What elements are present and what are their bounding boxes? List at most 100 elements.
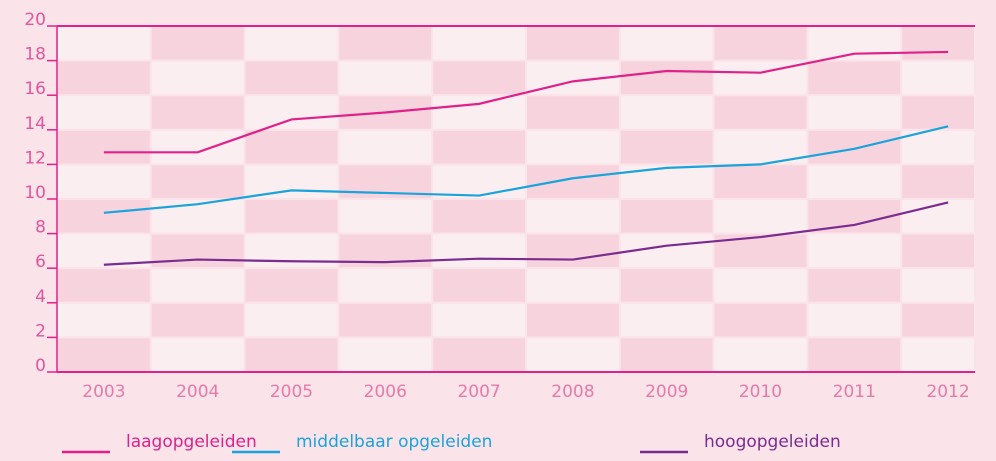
grid-cell — [527, 234, 619, 268]
grid-cell — [714, 27, 807, 60]
grid-cell — [620, 96, 713, 129]
grid-cell — [245, 338, 338, 371]
grid-cell — [339, 61, 432, 95]
grid-cell — [433, 338, 525, 371]
grid-cell — [433, 96, 525, 129]
grid-cell — [58, 130, 150, 164]
grid-cell — [58, 200, 150, 233]
grid-cell — [58, 269, 150, 302]
x-tick-label: 2003 — [82, 382, 125, 402]
grid-cell — [714, 96, 807, 129]
grid-cell — [339, 200, 432, 233]
series-line — [103, 201, 949, 266]
grid-cell — [245, 269, 338, 302]
grid-cell — [58, 234, 150, 268]
x-tick-label: 2011 — [833, 382, 876, 402]
grid-cell — [902, 165, 974, 198]
y-tick-label: 20 — [24, 10, 46, 30]
grid-cell — [58, 303, 150, 337]
grid-cell — [433, 303, 525, 337]
grid-cell — [151, 269, 244, 302]
grid-cell — [714, 303, 807, 337]
grid-cell — [433, 27, 525, 60]
grid-cell — [245, 303, 338, 337]
grid-cell — [433, 130, 525, 164]
series-line — [103, 50, 949, 154]
x-tick-label: 2010 — [739, 382, 782, 402]
grid-cell — [58, 61, 150, 95]
grid-cell — [902, 96, 974, 129]
grid-cell — [527, 269, 619, 302]
y-tick-label: 8 — [35, 218, 46, 238]
y-tick-label: 10 — [24, 183, 46, 203]
grid-cell — [808, 200, 901, 233]
x-tick-label: 2009 — [645, 382, 688, 402]
y-tick-label: 4 — [35, 287, 46, 307]
grid-cell — [527, 200, 619, 233]
grid-cell — [714, 130, 807, 164]
grid-cell — [808, 130, 901, 164]
grid-cell — [58, 27, 150, 60]
grid-cell — [245, 165, 338, 198]
grid-cell — [620, 269, 713, 302]
grid-cell — [527, 338, 619, 371]
grid-cell — [714, 200, 807, 233]
legend-label: laagopgeleiden — [126, 432, 257, 452]
grid-cell — [902, 27, 974, 60]
grid-cell — [245, 27, 338, 60]
y-tick-label: 2 — [35, 321, 46, 341]
grid-cell — [620, 130, 713, 164]
grid-cell — [433, 234, 525, 268]
y-tick-label: 18 — [24, 45, 46, 65]
grid-cell — [808, 269, 901, 302]
grid-cell — [714, 269, 807, 302]
x-tick-label: 2007 — [457, 382, 500, 402]
grid-cell — [620, 27, 713, 60]
grid-cell — [245, 130, 338, 164]
grid-cell — [151, 130, 244, 164]
grid-cell — [902, 269, 974, 302]
grid-cell — [339, 27, 432, 60]
grid-cell — [527, 96, 619, 129]
grid-cell — [151, 27, 244, 60]
grid-cell — [433, 61, 525, 95]
x-tick-label: 2008 — [551, 382, 594, 402]
grid-cell — [339, 269, 432, 302]
grid-cell — [902, 234, 974, 268]
grid-cell — [808, 303, 901, 337]
y-tick-label: 16 — [24, 79, 46, 99]
grid-cell — [902, 130, 974, 164]
grid-cell — [902, 61, 974, 95]
x-tick-label: 2004 — [176, 382, 219, 402]
grid-cell — [527, 130, 619, 164]
x-tick-label: 2012 — [926, 382, 969, 402]
grid-cell — [151, 303, 244, 337]
grid-cell — [245, 96, 338, 129]
grid-cell — [527, 27, 619, 60]
x-tick-label: 2006 — [364, 382, 407, 402]
grid-cell — [714, 165, 807, 198]
grid-cell — [620, 200, 713, 233]
grid-cell — [151, 338, 244, 371]
grid-cell — [433, 165, 525, 198]
grid-cell — [58, 338, 150, 371]
grid-cell — [714, 338, 807, 371]
grid-cell — [339, 303, 432, 337]
grid-cell — [433, 200, 525, 233]
grid-cell — [151, 200, 244, 233]
y-tick-label: 0 — [35, 356, 46, 376]
grid-cell — [527, 303, 619, 337]
grid-cell — [808, 165, 901, 198]
grid-cell — [245, 200, 338, 233]
grid-cell — [151, 61, 244, 95]
grid-cell — [151, 96, 244, 129]
grid-cell — [527, 165, 619, 198]
grid-cell — [808, 338, 901, 371]
grid-cell — [151, 165, 244, 198]
grid-cell — [620, 338, 713, 371]
grid-cell — [902, 303, 974, 337]
grid-cell — [902, 338, 974, 371]
grid-cell — [245, 61, 338, 95]
grid-cell — [808, 234, 901, 268]
